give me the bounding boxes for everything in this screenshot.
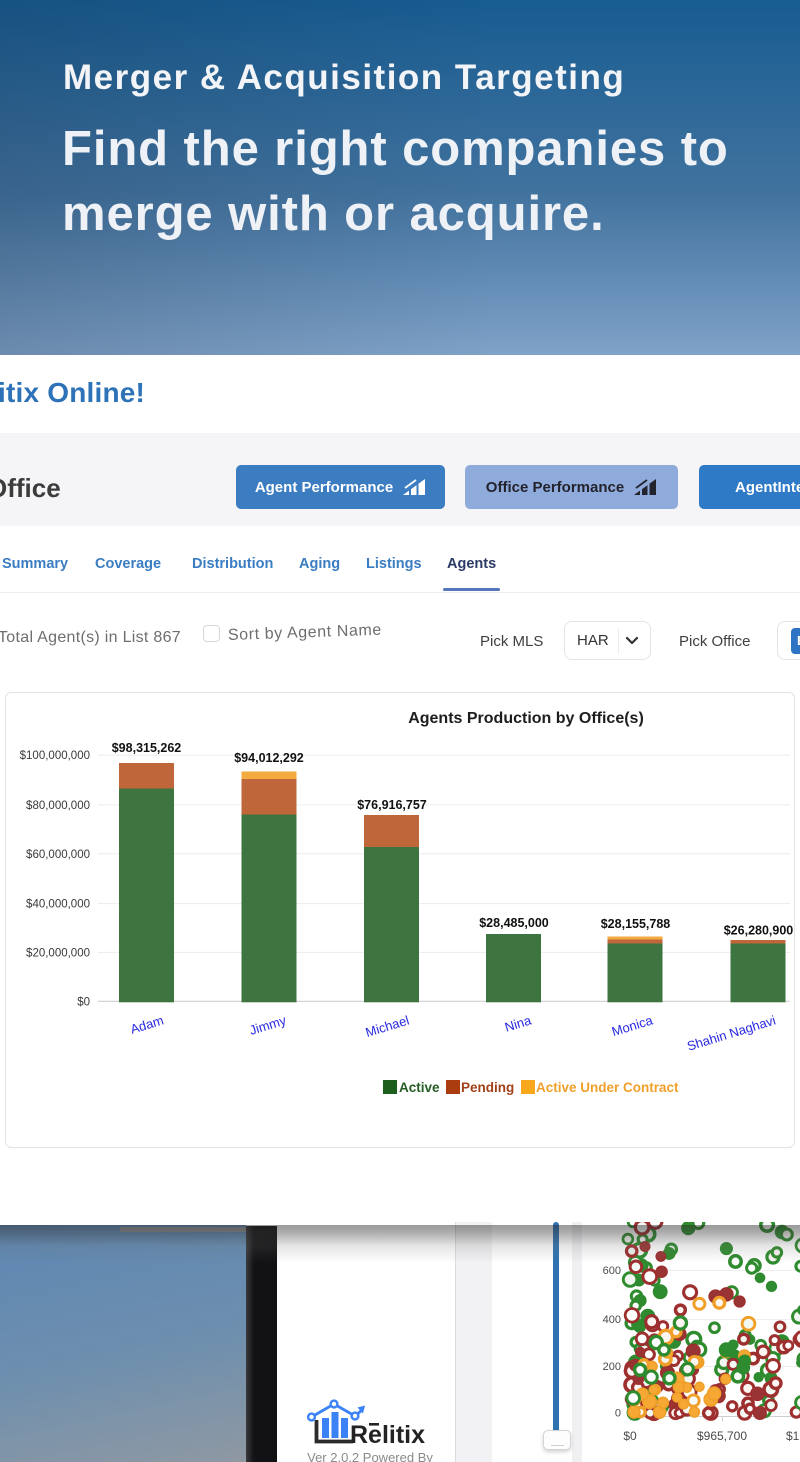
svg-text:$28,155,788: $28,155,788 [601,917,671,931]
svg-text:Michael: Michael [364,1012,411,1039]
svg-text:$76,916,757: $76,916,757 [357,798,427,812]
svg-text:Shahin Naghavi: Shahin Naghavi [685,1012,777,1053]
svg-text:$40,000,000: $40,000,000 [26,899,90,911]
svg-text:$0: $0 [77,996,90,1008]
svg-text:Agents Production by Office(s): Agents Production by Office(s) [408,710,644,727]
svg-text:$28,485,000: $28,485,000 [479,916,549,930]
svg-text:$60,000,000: $60,000,000 [26,849,90,861]
svg-text:400: 400 [603,1314,621,1326]
svg-text:Nina: Nina [503,1012,534,1034]
svg-text:$100,000,000: $100,000,000 [20,750,90,762]
svg-text:$20,000,000: $20,000,000 [26,947,90,959]
svg-text:Pending: Pending [461,1080,514,1095]
svg-text:$26,280,900: $26,280,900 [724,924,794,938]
svg-text:$80,000,000: $80,000,000 [26,800,90,812]
svg-text:600: 600 [603,1265,621,1277]
svg-text:Active Under Contract: Active Under Contract [536,1080,679,1095]
svg-text:$965,700: $965,700 [697,1429,747,1443]
svg-text:$94,012,292: $94,012,292 [234,751,304,765]
svg-text:Relitix: Relitix [350,1421,425,1449]
svg-text:Jimmy: Jimmy [248,1012,289,1037]
svg-text:$0: $0 [623,1429,637,1443]
svg-text:200: 200 [603,1361,621,1373]
svg-text:$98,315,262: $98,315,262 [112,741,182,755]
svg-text:0: 0 [615,1408,621,1420]
svg-text:Monica: Monica [610,1012,655,1039]
svg-text:$1,9: $1,9 [786,1429,800,1443]
svg-text:Adam: Adam [129,1013,166,1037]
svg-text:Active: Active [399,1080,440,1095]
